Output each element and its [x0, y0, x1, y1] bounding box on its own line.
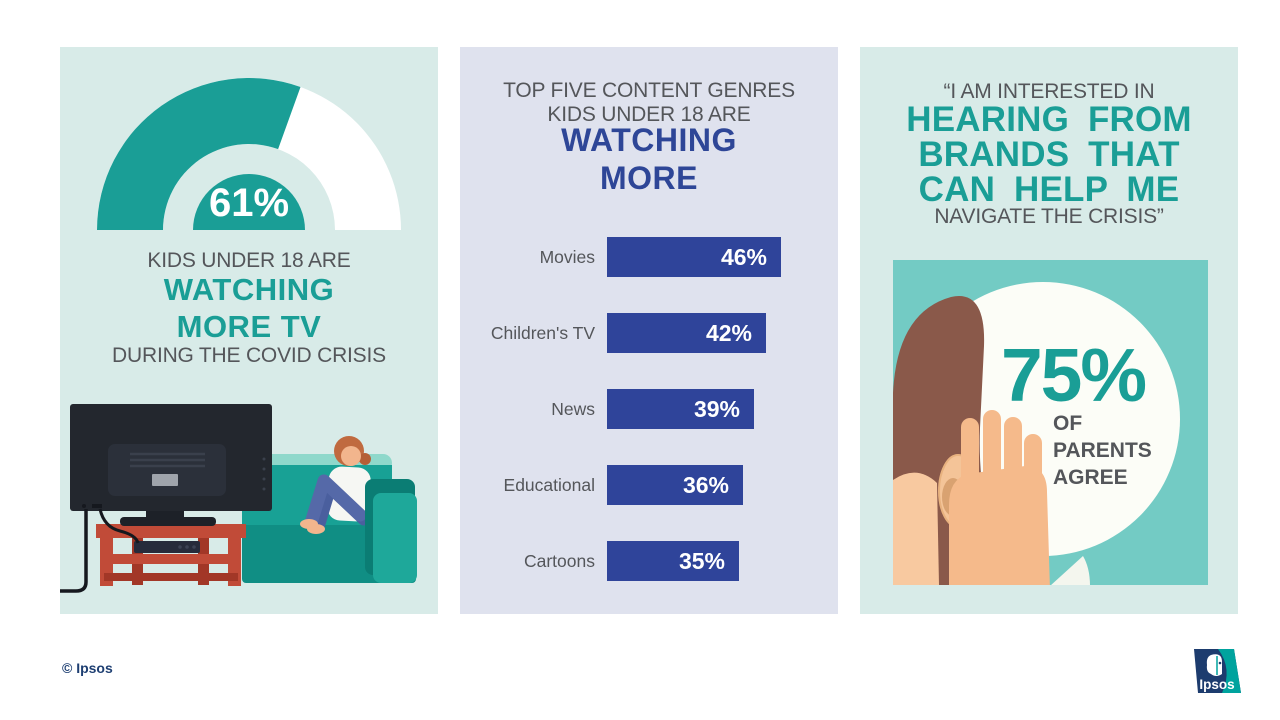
gauge-chart: 61%: [97, 78, 401, 231]
genre-bar-chart: Movies 46% Children's TV 42% News 39% Educatio…: [460, 237, 838, 617]
bar-category-label: Cartoons: [523, 550, 595, 571]
panel-kids-watching-more-tv: 61% KIDS UNDER 18 ARE WATCHING MORE TV D…: [60, 47, 438, 614]
bar: 46%: [607, 237, 781, 277]
panel2-kicker-line2: KIDS UNDER 18 ARE: [547, 103, 751, 126]
bar-row: Movies 46%: [460, 237, 838, 277]
quote-suffix: NAVIGATE THE CRISIS”: [934, 205, 1164, 228]
tv-couch-illustration: [60, 404, 417, 593]
quote-headline-line2: BRANDS THAT: [918, 135, 1180, 174]
tv-base: [120, 517, 216, 526]
stat-caption-line3: AGREE: [1053, 466, 1128, 489]
bar-value-label: 42%: [705, 319, 752, 346]
stat-square: 75% OF PARENTS AGREE: [893, 260, 1208, 585]
stat-value-label: 75%: [1001, 333, 1145, 417]
stat-caption-line1: OF: [1053, 412, 1082, 435]
tv-vents: [130, 452, 205, 468]
quote-prefix: “I AM INTERESTED IN: [943, 80, 1155, 103]
panel-top-content-genres: TOP FIVE CONTENT GENRES KIDS UNDER 18 AR…: [460, 47, 838, 614]
bar-row: Cartoons 35%: [460, 541, 838, 581]
panel2-headline-line2: MORE: [600, 160, 698, 196]
copyright-text: © Ipsos: [62, 660, 113, 676]
tv-stand: [96, 524, 246, 586]
stat-caption-line2: PARENTS: [1053, 439, 1152, 462]
kid-foot: [307, 524, 325, 534]
logo-wordmark: Ipsos: [1199, 677, 1234, 692]
gauge-value-label: 61%: [209, 181, 289, 225]
ear-listening-illustration: 75% OF PARENTS AGREE: [893, 282, 1180, 585]
panel2-kicker-line1: TOP FIVE CONTENT GENRES: [503, 79, 795, 102]
kid-face: [341, 446, 361, 466]
panel1-headline-line1: WATCHING: [163, 272, 335, 307]
kid-hair-bun: [359, 453, 371, 465]
bar-category-label: Children's TV: [490, 322, 595, 343]
panel1-subtext: DURING THE COVID CRISIS: [112, 344, 386, 367]
logo-teal-shape: [1218, 649, 1241, 693]
bar-value-label: 35%: [678, 547, 725, 574]
bar-category-label: Movies: [539, 246, 595, 267]
bar-value-label: 39%: [693, 395, 740, 422]
bar-category-label: News: [551, 398, 595, 419]
panel2-kicker: TOP FIVE CONTENT GENRES KIDS UNDER 18 AR…: [460, 79, 838, 127]
logo-face-emblem: [1206, 654, 1222, 676]
bar-value-label: 46%: [720, 243, 767, 270]
panel1-headline-line2: MORE TV: [176, 309, 322, 344]
television: [60, 404, 272, 593]
tv-cable: [60, 509, 88, 593]
palm: [949, 466, 1050, 585]
tv-cable-short: [98, 508, 140, 544]
panel-parents-quote: “I AM INTERESTED IN HEARING FROM BRANDS …: [860, 47, 1238, 614]
tv-label: [152, 474, 178, 486]
quote-headline: HEARING FROM BRANDS THAT CAN HELP ME: [860, 102, 1238, 207]
bar-row: Children's TV 42%: [460, 313, 838, 353]
head-face: [893, 472, 939, 585]
panel1-kicker: KIDS UNDER 18 ARE: [147, 249, 351, 272]
quote-headline-line1: HEARING FROM: [906, 100, 1192, 139]
panel2-headline: WATCHING MORE: [460, 121, 838, 197]
bar: 35%: [607, 541, 739, 581]
panel2-headline-line1: WATCHING: [561, 122, 737, 158]
gauge-center-disc: [193, 174, 305, 230]
media-player: [134, 541, 200, 553]
bar-category-label: Educational: [503, 474, 595, 495]
sleeve: [1051, 556, 1090, 585]
bar: 39%: [607, 389, 754, 429]
kid-leg-front: [304, 474, 367, 530]
bar-value-label: 36%: [682, 471, 729, 498]
ipsos-logo: Ipsos: [1194, 649, 1241, 693]
cupped-hand: [949, 410, 1050, 585]
bar-row: Educational 36%: [460, 465, 838, 505]
quote-headline-line3: CAN HELP ME: [918, 170, 1180, 209]
bar: 36%: [607, 465, 743, 505]
bar: 42%: [607, 313, 766, 353]
tv-back-panel: [108, 444, 226, 496]
gauge-value-arc: [97, 78, 301, 231]
bar-row: News 39%: [460, 389, 838, 429]
tv-neck: [146, 509, 184, 520]
kid-on-couch: [300, 436, 371, 534]
couch-armrest-front: [373, 493, 417, 583]
panel1-headline: WATCHING MORE TV: [60, 271, 438, 345]
